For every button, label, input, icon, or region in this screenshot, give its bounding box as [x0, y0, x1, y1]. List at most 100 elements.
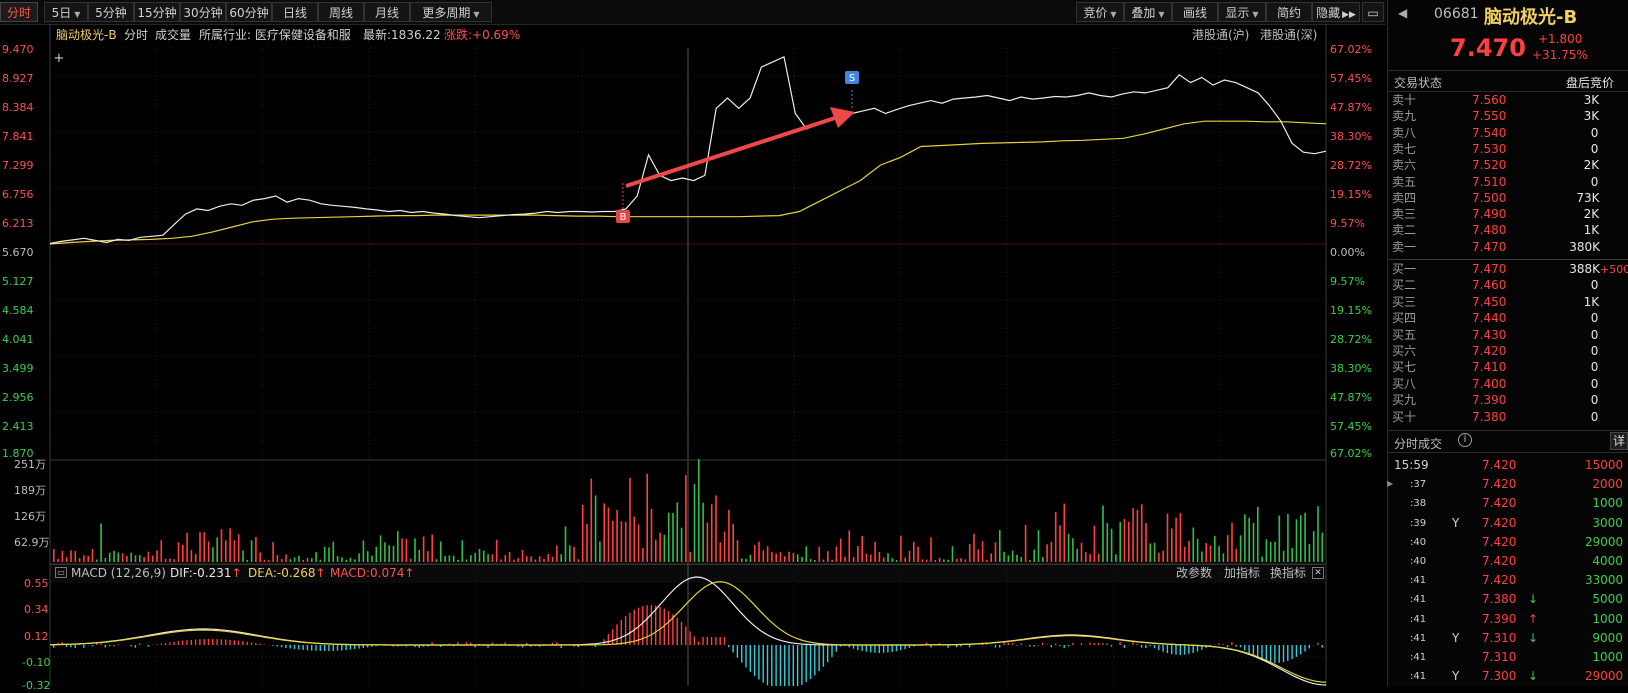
details-button[interactable]: 详 [1610, 432, 1628, 450]
tick-volume: 33000 [1585, 572, 1623, 589]
volume-bar [320, 560, 322, 562]
ask-price: 7.500 [1472, 190, 1506, 207]
volume-bar [1291, 548, 1293, 562]
volume-bar [1081, 543, 1083, 562]
volume-bar [801, 557, 803, 562]
volume-bar [698, 459, 700, 562]
volume-bar [436, 559, 438, 562]
macd-bar [320, 645, 321, 651]
volume-bar [745, 559, 747, 562]
tick-flag: Y [1452, 668, 1459, 685]
tick-price: 7.420 [1482, 553, 1516, 570]
info-icon[interactable]: i [1458, 433, 1472, 447]
volume-bar [685, 475, 687, 562]
volume-bar [874, 542, 876, 562]
macd-bar [956, 645, 957, 647]
volume-bar [646, 474, 648, 562]
macd-bar [629, 613, 630, 645]
volume-bar [543, 559, 545, 562]
volume-bar [105, 558, 107, 562]
macd-bar [1171, 645, 1172, 654]
volume-bar [199, 532, 201, 562]
macd-bar [1304, 645, 1305, 652]
macd-bar [831, 645, 832, 657]
volume-bar [732, 524, 734, 562]
volume-bar [1085, 552, 1087, 562]
volume-bar [457, 560, 459, 562]
volume-bar [793, 553, 795, 562]
volume-bar [1038, 530, 1040, 562]
volume-bar [1266, 539, 1268, 562]
volume-bar [53, 549, 55, 562]
volume-bar [1287, 514, 1289, 562]
macd-bar [272, 645, 273, 646]
macd-bar [83, 645, 84, 648]
macd-bar [242, 641, 243, 645]
volume-bar [595, 495, 597, 562]
volume-bar [1300, 515, 1302, 562]
volume-bar [191, 550, 193, 562]
volume-bar [1248, 518, 1250, 562]
tick-volume: 1000 [1592, 649, 1623, 666]
volume-bar [1240, 535, 1242, 562]
tick-time: :37 [1410, 476, 1426, 493]
macd-bar [1236, 645, 1237, 647]
macd-bar [775, 645, 776, 686]
volume-bar [715, 495, 717, 562]
macd-bar [900, 645, 901, 650]
volume-bar [414, 538, 416, 562]
macd-bar [212, 639, 213, 645]
volume-bar [668, 513, 670, 562]
macd-bar [1124, 645, 1125, 648]
ask-price: 7.520 [1472, 157, 1506, 174]
macd-bar [1322, 645, 1323, 648]
bid-volume-change: +5000 [1600, 261, 1628, 278]
macd-bar [264, 645, 265, 646]
tick-price: 7.300 [1482, 668, 1516, 685]
quote-panel: ◀ 06681 脑动极光-B 7.470 +1.800 +31.75% 交易状态… [1387, 0, 1628, 686]
bid-level-label: 买六 [1392, 343, 1416, 360]
volume-bar [79, 558, 81, 562]
collapse-panel-icon[interactable]: ▶ [1387, 474, 1393, 494]
volume-bar [591, 478, 593, 562]
prev-stock-icon[interactable]: ◀ [1398, 6, 1407, 20]
sell-marker-label: S [849, 73, 855, 84]
volume-bar [917, 547, 919, 562]
volume-bar [410, 559, 412, 562]
macd-bar [204, 639, 205, 645]
macd-bar [328, 645, 329, 651]
ask-volume: 0 [1591, 174, 1599, 191]
